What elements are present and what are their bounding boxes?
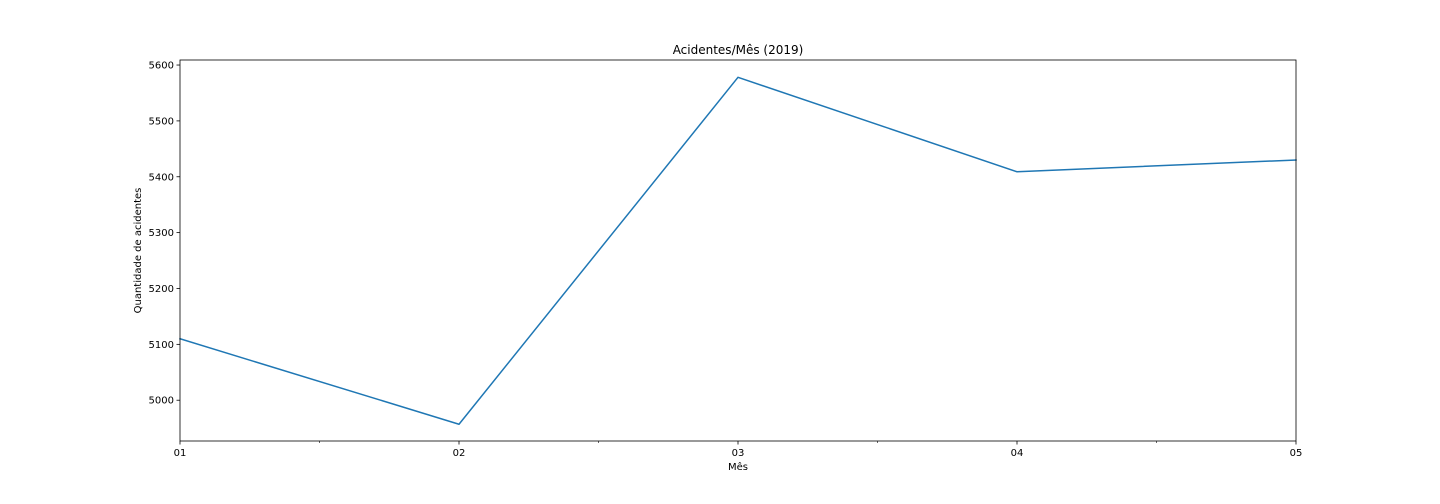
y-tick-label: 5100 (149, 340, 174, 351)
x-tick-label: 01 (174, 448, 187, 459)
y-tick-label: 5200 (149, 284, 174, 295)
y-tick-label: 5300 (149, 228, 174, 239)
chart-title: Acidentes/Mês (2019) (673, 43, 804, 57)
y-tick-label: 5500 (149, 116, 174, 127)
y-axis: 5000 5100 5200 5300 5400 5500 5600 (149, 61, 180, 407)
y-tick-label: 5600 (149, 61, 174, 72)
x-tick-label: 05 (1290, 448, 1303, 459)
plot-background (180, 60, 1296, 441)
x-axis-label: Mês (728, 461, 748, 473)
x-axis: 01 02 03 04 05 (174, 441, 1303, 459)
series-line (179, 76, 1297, 425)
y-tick-label: 5000 (149, 396, 174, 407)
x-tick-label: 03 (732, 448, 745, 459)
y-tick-label: 5400 (149, 172, 174, 183)
x-tick-label: 04 (1011, 448, 1024, 459)
x-tick-label: 02 (453, 448, 466, 459)
series-layer (179, 76, 1297, 425)
plot-area (180, 60, 1296, 441)
y-axis-label: Quantidade de acidentes (133, 188, 144, 314)
